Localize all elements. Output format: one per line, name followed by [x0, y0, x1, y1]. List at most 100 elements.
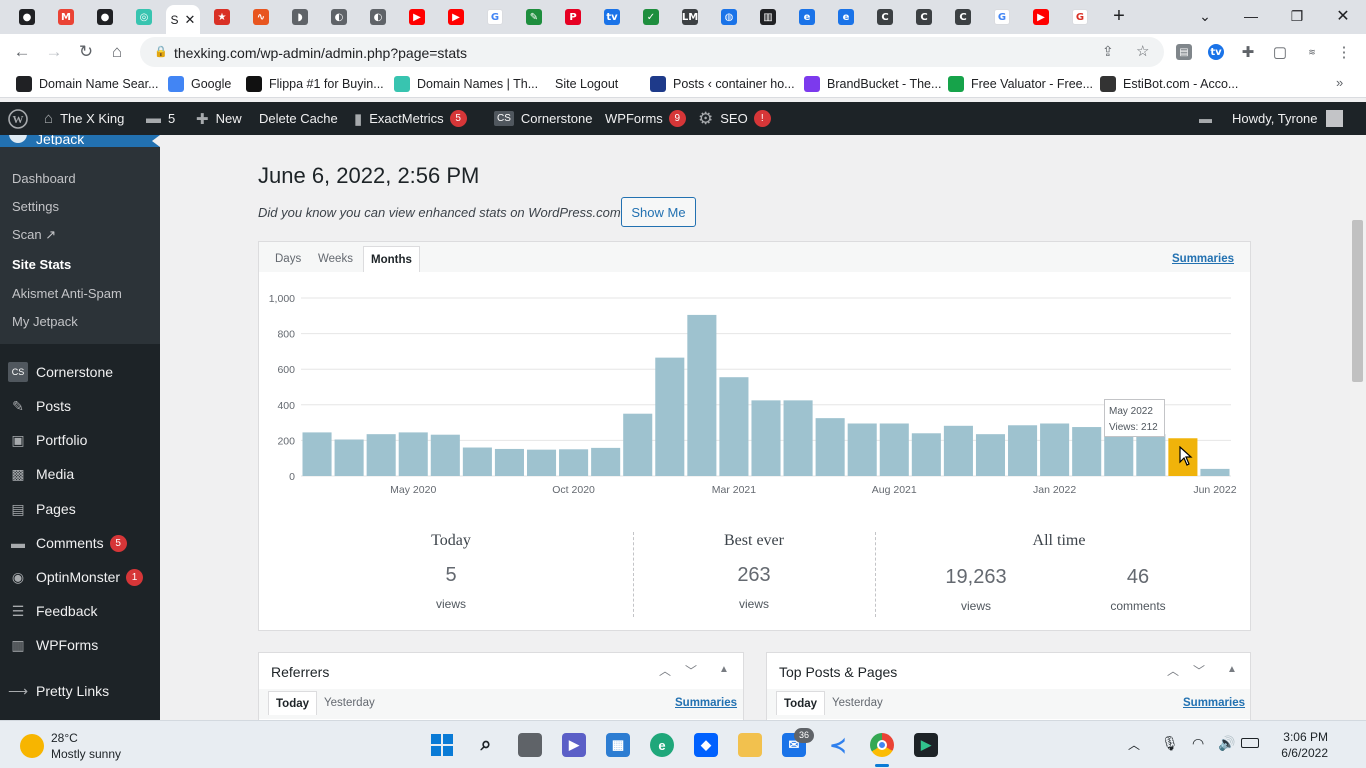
bookmark-item[interactable]: Domain Name Sear... — [16, 75, 159, 93]
battery-icon[interactable] — [1241, 738, 1259, 748]
browser-tab[interactable]: C — [905, 5, 943, 29]
bookmark-item[interactable]: Domain Names | Th... — [394, 75, 538, 93]
profile-icon[interactable]: ≋ — [1308, 46, 1316, 57]
submenu-item[interactable]: Site Stats — [12, 257, 72, 272]
move-down-icon[interactable]: ﹀ — [1193, 664, 1206, 678]
tab-yesterday[interactable]: Yesterday — [832, 697, 883, 709]
bookmark-item[interactable]: Posts ‹ container ho... — [650, 75, 795, 93]
tab-search-icon[interactable]: ⌄ — [1199, 7, 1211, 24]
jetpack-menu-header[interactable]: Jetpack — [0, 135, 160, 147]
browser-tab[interactable]: ▶ — [437, 5, 475, 29]
forward-arrow-icon[interactable]: → — [45, 42, 63, 61]
browser-tab[interactable]: LM — [671, 5, 709, 29]
collapse-icon[interactable]: ▲ — [719, 664, 729, 675]
browser-tab[interactable]: G — [476, 5, 514, 29]
page-scrollbar-thumb[interactable] — [1352, 220, 1363, 382]
submenu-item[interactable]: Settings — [12, 199, 59, 214]
submenu-item[interactable]: Dashboard — [12, 171, 76, 186]
url-text[interactable]: thexking.com/wp-admin/admin.php?page=sta… — [174, 45, 468, 61]
close-window-button[interactable]: ✕ — [1336, 8, 1350, 25]
wpforms-link[interactable]: WPForms 9 — [605, 102, 686, 135]
browser-tab[interactable]: ◍ — [710, 5, 748, 29]
browser-tab[interactable]: P — [554, 5, 592, 29]
tab-months[interactable]: Months — [363, 246, 420, 272]
weather-widget[interactable]: 28°C Mostly sunny — [20, 731, 150, 761]
browser-tab[interactable]: G — [983, 5, 1021, 29]
browser-tab[interactable]: ▶ — [1022, 5, 1060, 29]
howdy-account-link[interactable]: Howdy, Tyrone — [1232, 102, 1343, 135]
tray-chevron-icon[interactable]: ︿ — [1128, 738, 1141, 752]
comments-link[interactable]: ▬ 5 — [146, 102, 175, 135]
browser-tab[interactable]: ◐ — [320, 5, 358, 29]
active-tab[interactable]: S ✕ — [166, 5, 200, 34]
extension-icon[interactable]: ▤ — [1174, 42, 1194, 62]
notification-icon[interactable]: ▬ — [1199, 111, 1212, 126]
home-icon[interactable]: ⌂ — [111, 42, 123, 61]
browser-tab[interactable]: M — [47, 5, 85, 29]
sidebar-item[interactable]: CS Cornerstone — [0, 355, 160, 389]
back-arrow-icon[interactable]: ← — [13, 42, 31, 61]
bookmark-item[interactable]: Flippa #1 for Buyin... — [246, 75, 384, 93]
store-icon[interactable]: ▦ — [606, 733, 630, 757]
browser-tab[interactable]: ▥ — [749, 5, 787, 29]
bookmark-item[interactable]: EstiBot.com - Acco... — [1100, 75, 1238, 93]
dropbox-icon[interactable]: ◆ — [694, 733, 718, 757]
summaries-link[interactable]: Summaries — [1172, 253, 1235, 265]
browser-tab[interactable]: ◐ — [359, 5, 397, 29]
move-down-icon[interactable]: ﹀ — [685, 664, 698, 678]
browser-tab[interactable]: e — [788, 5, 826, 29]
sidebar-item[interactable]: ▤ Pages — [0, 492, 160, 526]
reload-icon[interactable]: ↻ — [78, 42, 94, 61]
site-name-link[interactable]: ⌂ The X King — [44, 102, 124, 135]
sidebar-item[interactable]: ☰ Feedback — [0, 594, 160, 628]
sidebar-item[interactable]: ▥ WPForms — [0, 628, 160, 662]
wifi-icon[interactable]: ◠ — [1192, 735, 1205, 751]
browser-tab[interactable]: ◗ — [281, 5, 319, 29]
share-icon[interactable]: ⇪ — [1102, 43, 1114, 59]
new-tab-button[interactable]: + — [1113, 4, 1125, 27]
task-view-icon[interactable] — [518, 733, 542, 757]
submenu-item[interactable]: Akismet Anti-Spam — [12, 286, 122, 301]
sidebar-item[interactable]: ▩ Media — [0, 457, 160, 491]
edge-icon[interactable]: e — [650, 733, 674, 757]
bookmark-item[interactable]: Site Logout — [555, 75, 618, 93]
delete-cache-link[interactable]: Delete Cache — [259, 102, 338, 135]
browser-tab[interactable]: C — [866, 5, 904, 29]
new-content-link[interactable]: ✚ New — [196, 102, 242, 135]
chrome-icon[interactable] — [870, 733, 894, 757]
chat-icon[interactable]: ▶ — [562, 733, 586, 757]
browser-tab[interactable]: ∿ — [242, 5, 280, 29]
sidebar-item[interactable]: ⟶ Pretty Links — [0, 674, 160, 708]
browser-tab[interactable]: e — [827, 5, 865, 29]
tab-yesterday[interactable]: Yesterday — [324, 697, 375, 709]
browser-tab[interactable]: ◎ — [125, 5, 163, 29]
browser-tab[interactable]: ● — [86, 5, 124, 29]
sidebar-item[interactable]: ▣ Portfolio — [0, 423, 160, 457]
close-tab-icon[interactable]: ✕ — [184, 11, 196, 27]
tv-extension-icon[interactable]: tv — [1206, 42, 1226, 62]
browser-tab[interactable]: ✎ — [515, 5, 553, 29]
sidebar-item[interactable]: ✎ Posts — [0, 389, 160, 423]
sidebar-item[interactable]: ▬ Comments 5 — [0, 526, 160, 560]
referrers-summaries-link[interactable]: Summaries — [675, 697, 738, 709]
address-bar[interactable]: 🔒 thexking.com/wp-admin/admin.php?page=s… — [140, 37, 1164, 67]
side-panel-icon[interactable]: ▢ — [1272, 44, 1288, 61]
tab-days[interactable]: Days — [275, 253, 302, 265]
browser-tab[interactable]: G — [1061, 5, 1099, 29]
tab-weeks[interactable]: Weeks — [318, 253, 353, 265]
file-explorer-icon[interactable] — [738, 733, 762, 757]
start-icon[interactable] — [430, 733, 454, 757]
cursor-app-icon[interactable]: ▶ — [914, 733, 938, 757]
move-up-icon[interactable]: ︿ — [659, 664, 672, 678]
submenu-item[interactable]: My Jetpack — [12, 314, 78, 329]
seo-link[interactable]: ⚙ SEO! — [698, 102, 771, 135]
volume-icon[interactable]: 🔊 — [1218, 735, 1236, 751]
microphone-icon[interactable]: 🎙 — [1161, 735, 1179, 751]
bookmark-item[interactable]: BrandBucket - The... — [804, 75, 941, 93]
clock[interactable]: 3:06 PM 6/6/2022 — [1272, 729, 1328, 761]
tab-today[interactable]: Today — [268, 691, 318, 715]
menu-dots-icon[interactable]: ⋮ — [1336, 44, 1352, 61]
bookmark-item[interactable]: Google — [168, 75, 231, 93]
browser-tab[interactable]: tv — [593, 5, 631, 29]
browser-tab[interactable]: ● — [8, 5, 46, 29]
